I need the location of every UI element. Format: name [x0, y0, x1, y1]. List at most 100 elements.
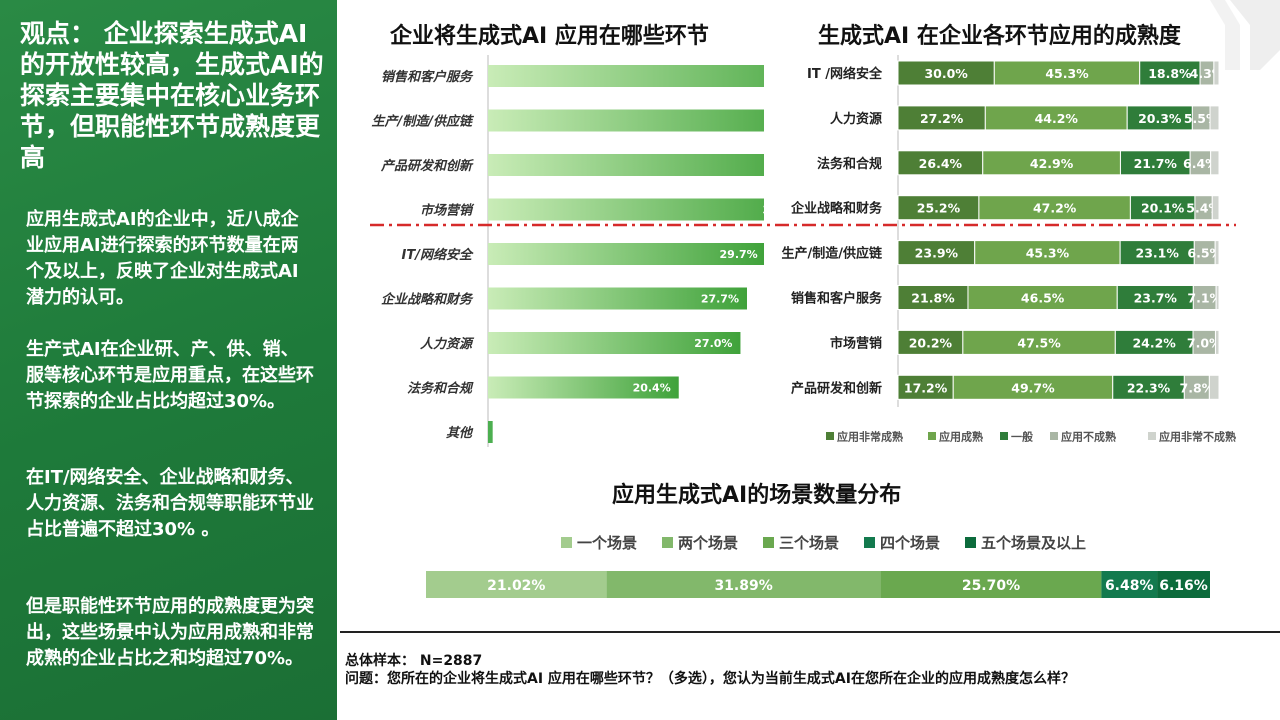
chart3-segment [880, 571, 1102, 598]
chart2-category-label: IT /网络安全 [807, 66, 883, 82]
legend-item-two-scenarios: 两个场景 [662, 532, 738, 553]
chart2-segment [982, 150, 1121, 176]
chart2-segment [1209, 105, 1220, 131]
chart2-legend-swatch [826, 432, 834, 440]
chart1-category-label: IT/网络安全 [402, 247, 474, 263]
chart1-value-label: 27.7% [701, 293, 739, 306]
chart2-value-label: 7.8% [1180, 380, 1215, 395]
chart2-legend-label: 应用非常不成熟 [1159, 430, 1236, 444]
chart2-value-label: 21.8% [911, 291, 955, 306]
chart2-value-label: 45.3% [1045, 66, 1089, 81]
chart3-title: 应用生成式AI的场景数量分布 [612, 483, 902, 508]
chart2-value-label: 21.7% [1134, 156, 1178, 171]
chart2-segment [962, 329, 1116, 355]
chart1-bar [488, 198, 764, 221]
chart2-legend-label: 应用非常成熟 [837, 430, 903, 444]
sample-size-note: 总体样本： N=2887 [345, 653, 483, 669]
sidebar-headline: 观点： 企业探索生成式AI的开放性较高，生成式AI的探索主要集中在核心业务环节，… [20, 19, 324, 172]
chart2-segment [1215, 285, 1220, 310]
chart2-legend-swatch [928, 432, 936, 440]
chart2-value-label: 20.1% [1141, 201, 1185, 216]
chart2-segment [897, 60, 995, 86]
chart2-segment [897, 105, 986, 131]
chart1-value-label: 20.4% [633, 382, 671, 395]
chart3-value-label: 21.02% [487, 578, 545, 594]
chart2-segment [1214, 240, 1220, 266]
sidebar-paragraph-4: 但是职能性环节应用的成熟度更为突出，这些场景中认为应用成熟和非常成熟的企业占比之… [26, 596, 314, 669]
chart1-bar [488, 332, 741, 354]
sidebar-paragraph-2: 生产式AI在企业研、产、供、销、服等核心环节是应用重点，在这些环节探索的企业占比… [26, 339, 314, 412]
chart3-segment [1157, 571, 1210, 598]
core-function-divider [370, 223, 1236, 227]
chart2-value-label: 47.5% [1017, 335, 1061, 350]
chart3-segment [1101, 571, 1158, 598]
chart2-segment [897, 329, 964, 355]
chart2-segment [1119, 150, 1191, 176]
chart2-segment [967, 285, 1118, 310]
chart2-value-label: 6.5% [1187, 246, 1222, 261]
usage-bar-chart: 销售和客户服务39.2%生产/制造/供应链35.6%产品研发和创新34.5%市场… [372, 55, 764, 447]
chart2-value-label: 7.1% [1187, 291, 1222, 306]
chart2-segment [1112, 374, 1185, 400]
chart1-category-label: 产品研发和创新 [380, 158, 474, 174]
chart2-legend-label: 一般 [1011, 430, 1033, 444]
scenario-legend: 一个场景 两个场景 三个场景 四个场景 五个场景及以上 [344, 532, 1274, 556]
chart2-segment [1213, 60, 1220, 86]
chart2-segment [1119, 240, 1195, 266]
footer-divider [340, 631, 1280, 633]
chart2-legend-label: 应用成熟 [939, 430, 983, 444]
chart1-bar [488, 287, 747, 310]
chart3-value-label: 31.89% [714, 578, 772, 594]
sidebar-paragraph-3: 在IT/网络安全、企业战略和财务、人力资源、法务和合规等职能环节业占比普遍不超过… [26, 467, 314, 540]
chart1-bar [488, 109, 764, 132]
chart2-category-label: 销售和客户服务 [791, 291, 883, 307]
chart1-bar [488, 243, 764, 265]
chart2-segment [1211, 195, 1220, 221]
chart2-segment [1208, 374, 1220, 400]
chart1-category-label: 其他 [446, 425, 474, 441]
sidebar-paragraph-1: 应用生成式AI的企业中，近八成企业应用AI进行探索的环节数量在两个及以上，反映了… [26, 209, 299, 308]
scenario-count-bar: 21.02% 31.89% 25.70% 6.48% 6.16% [426, 571, 1210, 598]
chart1-bar [488, 421, 493, 443]
chart2-segment [1183, 374, 1210, 400]
chart2-segment [897, 195, 980, 221]
survey-question-note: 问题：您所在的企业将生成式AI 应用在哪些环节？（多选），您认为当前生成式AI在… [345, 671, 1075, 687]
chart2-value-label: 45.3% [1026, 246, 1070, 261]
chart2-value-label: 7.0% [1187, 335, 1222, 350]
chart2-segment [974, 240, 1121, 266]
chart2-legend-swatch [1050, 432, 1058, 440]
chart2-value-label: 23.7% [1134, 291, 1178, 306]
chart2-segment [1210, 150, 1220, 176]
chart2-value-label: 6.4% [1183, 156, 1218, 171]
chart2-category-label: 产品研发和创新 [791, 380, 882, 396]
chart2-value-label: 23.9% [915, 246, 959, 261]
chart2-segment [897, 374, 954, 400]
chart2-value-label: 24.2% [1132, 335, 1176, 350]
chart2-value-label: 27.2% [920, 111, 964, 126]
chart3-segment [426, 571, 607, 598]
chart2-value-label: 20.2% [909, 335, 953, 350]
chart2-value-label: 23.1% [1136, 246, 1180, 261]
chart2-value-label: 30.0% [924, 66, 968, 81]
chart2-value-label: 22.3% [1127, 380, 1171, 395]
chart2-value-label: 46.5% [1021, 291, 1065, 306]
chart2-category-label: 企业战略和财务 [790, 201, 883, 217]
chart1-value-label: 34.3% [763, 204, 764, 217]
chart2-title: 生成式AI 在企业各环节应用的成熟度 [818, 24, 1181, 49]
chart2-segment [1116, 285, 1194, 310]
chart1-category-label: 法务和合规 [407, 381, 474, 397]
chart1-bar [488, 376, 679, 399]
chart3-value-label: 25.70% [962, 578, 1020, 594]
legend-item-five-plus-scenarios: 五个场景及以上 [965, 532, 1086, 553]
chart2-value-label: 26.4% [919, 156, 963, 171]
chart2-category-label: 生产/制造/供应链 [782, 246, 883, 262]
legend-item-three-scenarios: 三个场景 [763, 532, 839, 553]
chart2-segment [1129, 195, 1196, 221]
chart1-value-label: 29.7% [720, 248, 758, 261]
chart2-segment [993, 60, 1141, 86]
chart3-value-label: 6.48% [1105, 578, 1154, 594]
chart2-value-label: 18.8% [1148, 66, 1192, 81]
chart2-value-label: 44.2% [1035, 111, 1079, 126]
chart2-segment [978, 195, 1131, 221]
chart3-value-label: 6.16% [1159, 578, 1208, 594]
